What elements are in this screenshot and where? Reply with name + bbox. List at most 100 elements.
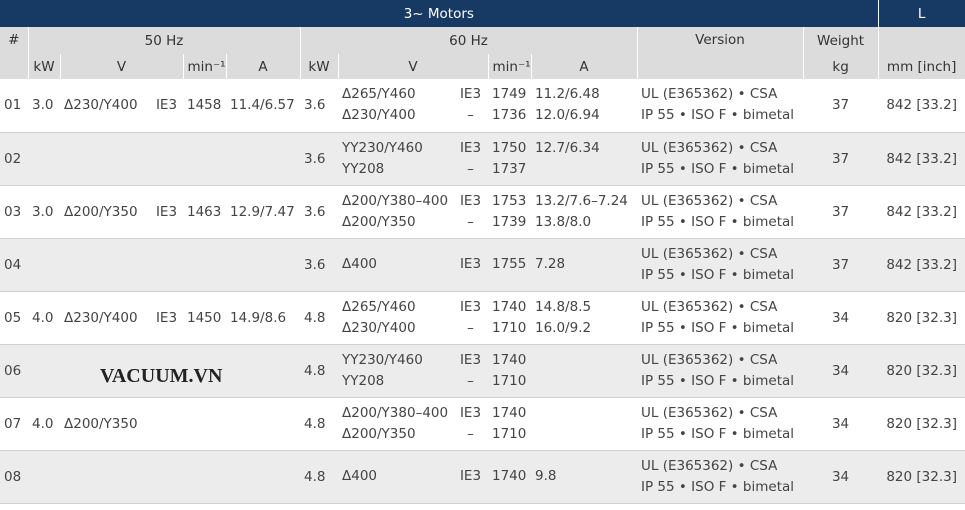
row: 05 4.0 Δ230/Y400 IE3 1450 14.9/8.6 4.8 Δ265/Y46… <box>0 291 965 345</box>
speed-60-line: 1737 <box>492 160 527 177</box>
speed-60-line: 1755 <box>492 256 527 272</box>
speed-60-line: 1710 <box>492 319 527 336</box>
length: 820 [32.3] <box>878 344 965 398</box>
speed-50 <box>183 397 226 451</box>
speed-60: 1740 1710 <box>488 291 531 345</box>
efficiency-60: IE3 – <box>453 291 488 345</box>
current-60: 9.8 <box>531 450 637 504</box>
watermark: VACUUM.VN <box>100 365 223 387</box>
voltage-60-line: Δ265/Y460 <box>342 298 416 315</box>
version-line: UL (E365362) • CSA <box>641 245 778 262</box>
current-60-line: 11.2/6.48 <box>535 86 600 103</box>
kw-label: kW <box>300 54 339 79</box>
length: 820 [32.3] <box>878 397 965 451</box>
efficiency-50 <box>150 450 183 504</box>
speed-60: 1750 1737 <box>488 132 531 186</box>
current-50: 14.9/8.6 <box>226 291 300 345</box>
voltage-60-line: Δ200/Y350 <box>342 213 416 230</box>
speed-50 <box>183 450 226 504</box>
speed-50: 1450 <box>183 291 226 345</box>
voltage-50 <box>60 344 150 398</box>
current-60-line: 13.2/7.6–7.24 <box>535 192 628 209</box>
efficiency-60: IE3 <box>453 450 488 504</box>
current-50: 11.4/6.57 <box>226 79 300 133</box>
row-number: 03 <box>0 185 28 239</box>
weight-label: Weight <box>803 27 879 54</box>
speed-60: 1740 1710 <box>488 344 531 398</box>
current-50: 12.9/7.47 <box>226 185 300 239</box>
version-line: IP 55 • ISO F • bimetal <box>641 266 795 283</box>
current-60 <box>531 344 637 398</box>
row: 01 3.0 Δ230/Y400 IE3 1458 11.4/6.57 3.6 Δ265/Y4… <box>0 79 965 133</box>
row: 02 3.6 YY230/Y460 YY208 IE3 – 1750 1737 12.7/6.3… <box>0 132 965 186</box>
version: UL (E365362) • CSA IP 55 • ISO F • bimeta… <box>637 185 803 239</box>
voltage-60: Δ200/Y380–400 Δ200/Y350 <box>338 185 453 239</box>
efficiency-60-line: IE3 <box>459 256 482 272</box>
length: 820 [32.3] <box>878 291 965 345</box>
kw-60: 4.8 <box>300 291 338 345</box>
efficiency-50 <box>150 132 183 186</box>
weight: 37 <box>803 79 879 133</box>
current-60-line: 14.8/8.5 <box>535 298 592 315</box>
speed-50 <box>183 344 226 398</box>
efficiency-50 <box>150 238 183 292</box>
weight: 37 <box>803 132 879 186</box>
group-50: 50 Hz <box>28 27 301 54</box>
row-number: 08 <box>0 450 28 504</box>
version: UL (E365362) • CSA IP 55 • ISO F • bimeta… <box>637 397 803 451</box>
current-50 <box>226 132 300 186</box>
version-line: IP 55 • ISO F • bimetal <box>641 372 795 389</box>
kw-50: 3.0 <box>28 79 60 133</box>
kw-50 <box>28 238 60 292</box>
voltage-50: Δ230/Y400 <box>60 291 150 345</box>
version-line: UL (E365362) • CSA <box>641 86 778 103</box>
efficiency-60: IE3 – <box>453 79 488 133</box>
weight: 34 <box>803 397 879 451</box>
current-60-line <box>535 159 633 180</box>
efficiency-60-line: – <box>467 372 474 389</box>
version: UL (E365362) • CSA IP 55 • ISO F • bimeta… <box>637 344 803 398</box>
speed-60: 1755 <box>488 238 531 292</box>
v-label: V <box>338 54 489 79</box>
version-line: UL (E365362) • CSA <box>641 192 778 209</box>
group-60: 60 Hz <box>300 27 638 54</box>
kw-50 <box>28 132 60 186</box>
voltage-60: Δ200/Y380–400 Δ200/Y350 <box>338 397 453 451</box>
version-line: IP 55 • ISO F • bimetal <box>641 478 795 495</box>
voltage-60: Δ400 <box>338 238 453 292</box>
voltage-60-line: Δ265/Y460 <box>342 86 416 103</box>
row: 08 4.8 Δ400 IE3 1740 9.8 UL (E365362) • CSA IP … <box>0 450 965 504</box>
weight: 34 <box>803 291 879 345</box>
speed-60-line: 1740 <box>492 468 527 484</box>
efficiency-60-line: – <box>467 160 474 177</box>
title: 3~ Motors <box>0 0 879 27</box>
speed-60-line: 1740 <box>492 298 527 315</box>
current-50 <box>226 344 300 398</box>
weight: 37 <box>803 238 879 292</box>
speed-label: min⁻¹ <box>183 54 227 79</box>
length: 842 [33.2] <box>878 238 965 292</box>
speed-60-line: 1753 <box>492 192 527 209</box>
length: 842 [33.2] <box>878 132 965 186</box>
table-body: 01 3.0 Δ230/Y400 IE3 1458 11.4/6.57 3.6 Δ265/Y4… <box>0 79 965 504</box>
efficiency-60-line: IE3 <box>459 404 482 421</box>
efficiency-50 <box>150 397 183 451</box>
voltage-50 <box>60 132 150 186</box>
speed-60: 1740 <box>488 450 531 504</box>
current-50 <box>226 238 300 292</box>
version-line: UL (E365362) • CSA <box>641 139 778 156</box>
kw-60: 4.8 <box>300 450 338 504</box>
efficiency-60: IE3 – <box>453 397 488 451</box>
efficiency-60-line: IE3 <box>459 139 482 156</box>
voltage-60: Δ265/Y460 Δ230/Y400 <box>338 79 453 133</box>
speed-60: 1753 1739 <box>488 185 531 239</box>
voltage-60-line: Δ200/Y350 <box>342 425 416 442</box>
speed-50: 1458 <box>183 79 226 133</box>
speed-60-line: 1736 <box>492 107 527 124</box>
voltage-60-line: Δ200/Y380–400 <box>342 404 449 421</box>
current-60-line <box>535 403 633 424</box>
voltage-60-line: YY230/Y460 <box>342 351 423 368</box>
voltage-60: Δ400 <box>338 450 453 504</box>
voltage-50 <box>60 238 150 292</box>
efficiency-60-line: – <box>467 213 474 230</box>
